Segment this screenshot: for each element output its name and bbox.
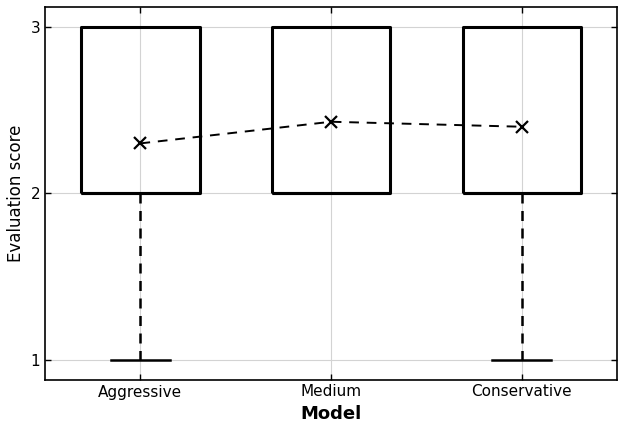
X-axis label: Model: Model [301, 405, 362, 423]
Y-axis label: Evaluation score: Evaluation score [7, 125, 25, 262]
